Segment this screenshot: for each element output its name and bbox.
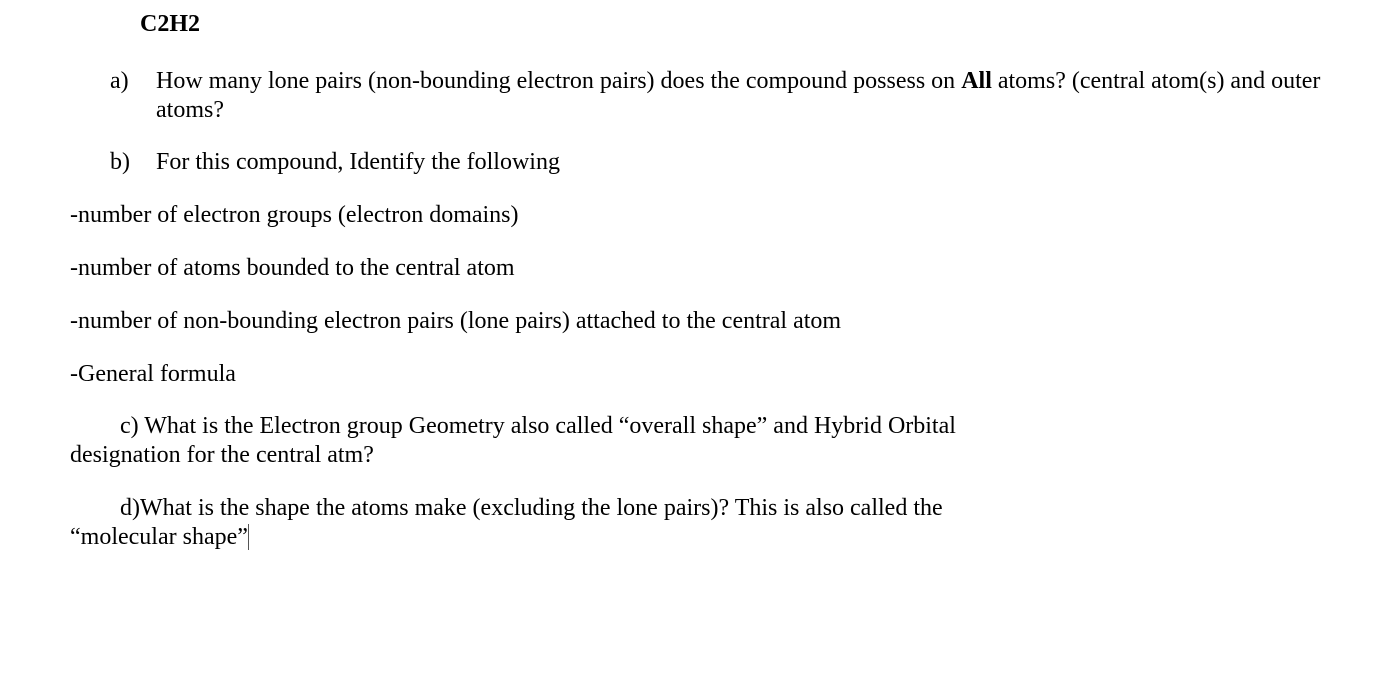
question-d-line1: d)What is the shape the atoms make (excl… bbox=[70, 494, 1323, 523]
list-marker-b: b) bbox=[110, 148, 156, 177]
question-d-line2-text: “molecular shape” bbox=[70, 524, 248, 550]
question-c-line2: designation for the central atm? bbox=[70, 441, 1323, 470]
question-b-sub3: -number of non-bounding electron pairs (… bbox=[70, 307, 1323, 336]
question-b-sub2: -number of atoms bounded to the central … bbox=[70, 254, 1323, 283]
list-marker-a: a) bbox=[110, 67, 156, 125]
compound-title: C2H2 bbox=[140, 10, 1323, 39]
question-b-sub1: -number of electron groups (electron dom… bbox=[70, 201, 1323, 230]
question-b-sub4: -General formula bbox=[70, 360, 1323, 389]
question-d-line2: “molecular shape” bbox=[70, 523, 1323, 552]
question-c: c) What is the Electron group Geometry a… bbox=[70, 412, 1323, 470]
question-b: b) For this compound, Identify the follo… bbox=[110, 148, 1323, 177]
text-cursor bbox=[248, 524, 249, 550]
document-page: C2H2 a) How many lone pairs (non-boundin… bbox=[0, 0, 1393, 562]
question-d: d)What is the shape the atoms make (excl… bbox=[70, 494, 1323, 552]
question-a-text1: How many lone pairs (non-bounding electr… bbox=[156, 68, 961, 94]
question-a: a) How many lone pairs (non-bounding ele… bbox=[110, 67, 1323, 125]
question-a-body: How many lone pairs (non-bounding electr… bbox=[156, 67, 1323, 125]
question-c-line1: c) What is the Electron group Geometry a… bbox=[70, 412, 1323, 441]
question-a-bold: All bbox=[961, 68, 992, 94]
question-b-body: For this compound, Identify the followin… bbox=[156, 148, 1323, 177]
